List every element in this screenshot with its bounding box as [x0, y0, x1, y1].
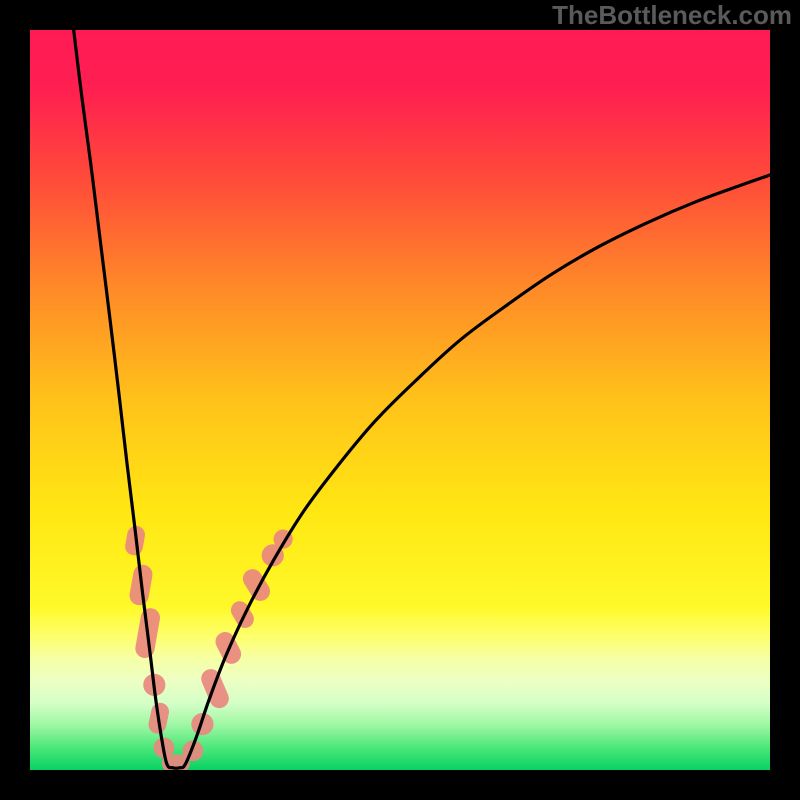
plot-area [30, 30, 770, 770]
marker-capsule [198, 666, 232, 711]
bottleneck-curve [74, 30, 770, 768]
svg-overlay [30, 30, 770, 770]
figure-root: TheBottleneck.com [0, 0, 800, 800]
marker-capsule [228, 598, 257, 631]
watermark-text: TheBottleneck.com [552, 0, 792, 31]
